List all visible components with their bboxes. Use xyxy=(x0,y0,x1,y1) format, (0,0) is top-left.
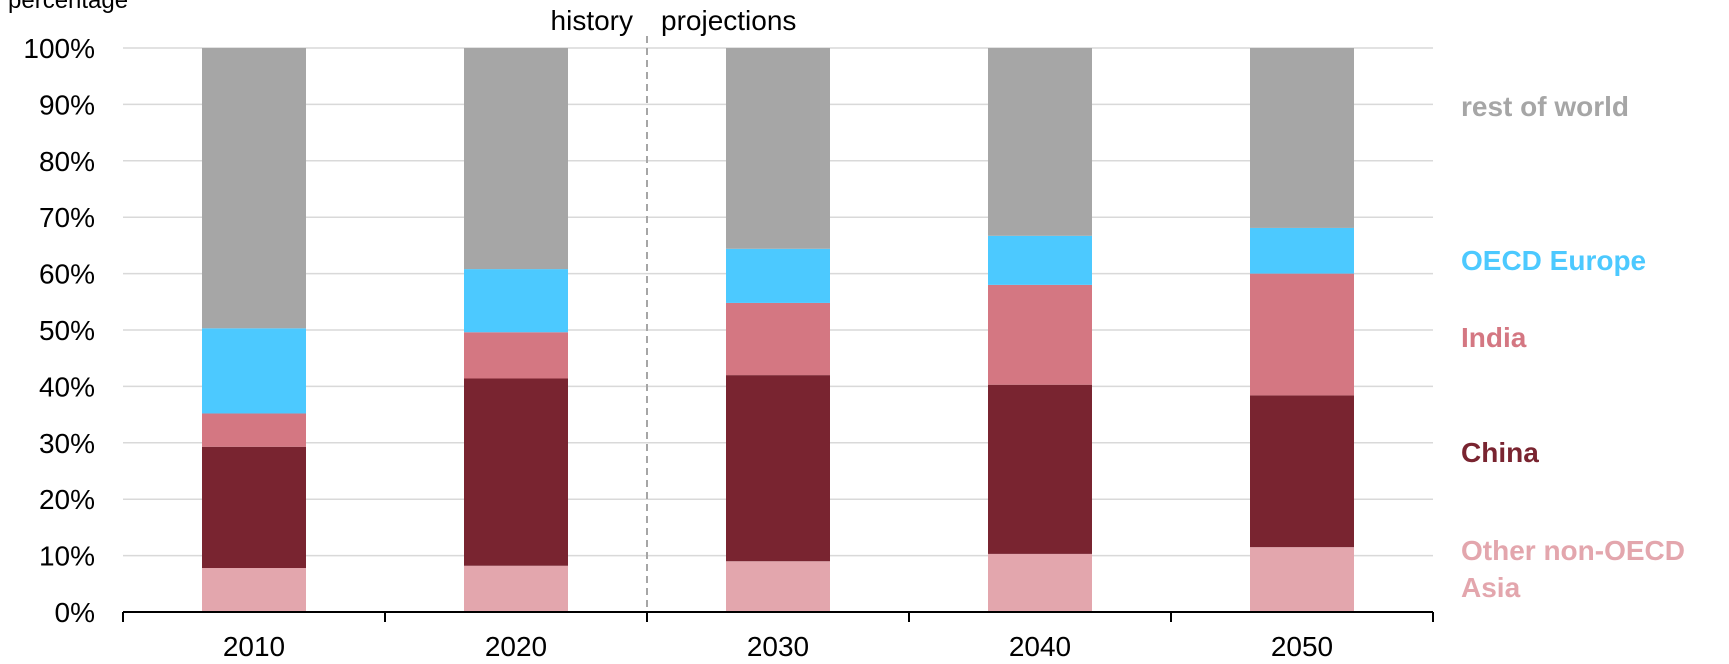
x-tick-label: 2050 xyxy=(1271,631,1333,662)
bar-india-2020 xyxy=(464,332,568,379)
y-tick-label: 20% xyxy=(39,484,95,515)
bar-china-2020 xyxy=(464,378,568,566)
x-tick-label: 2020 xyxy=(485,631,547,662)
y-tick-label: 80% xyxy=(39,146,95,177)
bar-rest-of-world-2020 xyxy=(464,48,568,270)
legend-other-non-oecd-asia-line-1: Other non-OECD xyxy=(1461,535,1685,566)
x-tick-label: 2040 xyxy=(1009,631,1071,662)
bar-oecd-europe-2040 xyxy=(988,235,1092,285)
bar-rest-of-world-2010 xyxy=(202,48,306,329)
legend-oecd-europe: OECD Europe xyxy=(1461,245,1646,276)
bar-india-2010 xyxy=(202,413,306,447)
bar-other-non-oecd-asia-2020 xyxy=(464,565,568,612)
bars xyxy=(202,48,1354,612)
y-tick-label: 0% xyxy=(55,597,95,628)
bar-oecd-europe-2010 xyxy=(202,328,306,414)
y-tick-label: 60% xyxy=(39,259,95,290)
bar-india-2030 xyxy=(726,302,830,376)
bar-oecd-europe-2020 xyxy=(464,269,568,333)
bar-other-non-oecd-asia-2050 xyxy=(1250,547,1354,612)
x-axis xyxy=(122,611,1434,622)
y-axis-title: percentage xyxy=(8,0,128,14)
bar-rest-of-world-2040 xyxy=(988,48,1092,236)
bar-china-2030 xyxy=(726,375,830,562)
bar-other-non-oecd-asia-2030 xyxy=(726,561,830,612)
y-tick-label: 50% xyxy=(39,315,95,346)
bar-oecd-europe-2050 xyxy=(1250,227,1354,274)
legend-china: China xyxy=(1461,437,1539,468)
bar-rest-of-world-2030 xyxy=(726,48,830,249)
projections-label: projections xyxy=(661,5,796,36)
bar-india-2040 xyxy=(988,284,1092,385)
y-tick-label: 70% xyxy=(39,202,95,233)
bar-china-2050 xyxy=(1250,395,1354,548)
bar-oecd-europe-2030 xyxy=(726,248,830,303)
bar-india-2050 xyxy=(1250,273,1354,396)
legend-rest-of-world: rest of world xyxy=(1461,91,1629,122)
y-tick-label: 100% xyxy=(23,33,95,64)
bar-other-non-oecd-asia-2040 xyxy=(988,553,1092,612)
bar-china-2010 xyxy=(202,446,306,569)
y-tick-labels: 0% 10% 20% 30% 40% 50% 60% 70% 80% 90% 100% xyxy=(23,33,95,628)
y-tick-label: 90% xyxy=(39,89,95,120)
x-tick-label: 2030 xyxy=(747,631,809,662)
history-label: history xyxy=(551,5,633,36)
legend-other-non-oecd-asia-line-2: Asia xyxy=(1461,572,1521,603)
y-tick-label: 10% xyxy=(39,541,95,572)
bar-rest-of-world-2050 xyxy=(1250,48,1354,228)
history-projections-divider: history projections xyxy=(551,5,796,612)
legend-india: India xyxy=(1461,322,1527,353)
legend: rest of world OECD Europe India China Other … xyxy=(1461,91,1685,603)
x-tick-label: 2010 xyxy=(223,631,285,662)
bar-other-non-oecd-asia-2010 xyxy=(202,568,306,612)
x-tick-labels: 2010 2020 2030 2040 2050 xyxy=(223,631,1333,662)
y-tick-label: 30% xyxy=(39,428,95,459)
bar-china-2040 xyxy=(988,384,1092,554)
y-tick-label: 40% xyxy=(39,371,95,402)
